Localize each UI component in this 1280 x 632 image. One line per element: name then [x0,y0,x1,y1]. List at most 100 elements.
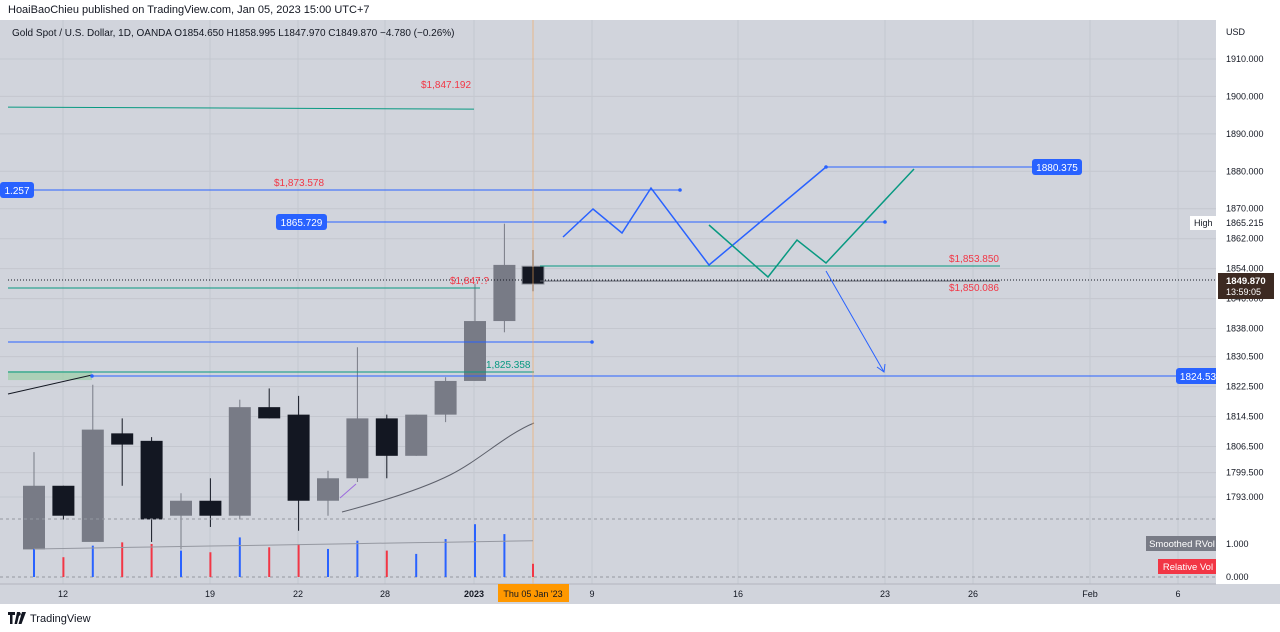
candle-body [111,433,134,445]
price-tick: 1806.500 [1226,441,1264,451]
label-1847: $1,847.192 [421,80,471,91]
anchor-dot [590,340,594,344]
candle-body [52,485,75,516]
projection-path-blue [562,166,827,267]
candle-body [81,429,104,542]
price-tick: 1822.500 [1226,382,1264,392]
candle-body [405,414,428,456]
price-tick: 1793.000 [1226,492,1264,502]
time-tick: 28 [380,589,390,599]
candle-body [493,264,516,322]
moving-average-line [341,422,535,513]
time-axis-bg [0,584,1280,604]
countdown: 13:59:05 [1226,287,1261,297]
anchor-dot [90,374,94,378]
candle-body [464,321,486,381]
publish-bar: HoaiBaoChieu published on TradingView.co… [0,0,1280,20]
label-1880-box [1032,159,1082,175]
candle-body [287,414,310,501]
label-1873-left-box [0,182,34,198]
label-1824-box [1176,368,1220,384]
high-label-box [1190,216,1218,230]
price-tick: 1862.000 [1226,234,1264,244]
label-1824: 1824.53 [1180,372,1217,383]
label-1880: 1880.375 [1036,163,1078,174]
time-tick: 6 [1175,589,1180,599]
time-tick: 26 [968,589,978,599]
high-value: 1865.215 [1226,218,1264,228]
trend-line [7,374,93,395]
high-label: High [1194,218,1213,228]
price-tick: 1880.000 [1226,166,1264,176]
price-tick: 1870.000 [1226,204,1264,214]
time-tick: 9 [589,589,594,599]
smoothed-rvol-line [33,540,534,550]
drawings-back [7,371,535,513]
label-1847b: $1,847.? [450,276,489,287]
label-1873: $1,873.578 [274,178,324,189]
currency-label: USD [1226,27,1246,37]
relvol-label: Relative Vol [1163,562,1213,573]
label-1850: $1,850.086 [949,283,999,294]
anchor-dot [883,220,887,224]
candle-body [140,440,163,520]
rvol-label: Smoothed RVol [1149,539,1215,550]
price-tick: 1910.000 [1226,54,1264,64]
candle-body [375,418,398,456]
price-axis[interactable]: USD 1910.000 1900.000 1890.000 1880.000 1870.… [1190,20,1280,604]
projection-arrow-down [825,270,885,373]
purple-line [339,483,357,499]
price-tick: 1900.000 [1226,91,1264,101]
time-tick: 2023 [464,589,484,599]
demand-zone [8,371,92,381]
price-tick: 1890.000 [1226,129,1264,139]
tradingview-logo-icon[interactable] [8,612,26,624]
time-tick: 12 [58,589,68,599]
time-tick: 16 [733,589,743,599]
candle-body [346,418,369,479]
grid-lines [0,20,1216,584]
last-price: 1849.870 [1226,276,1266,287]
publish-note: HoaiBaoChieu published on TradingView.co… [8,4,370,16]
last-price-box [1218,273,1274,299]
label-1873-left: 1.257 [4,186,29,197]
label-1865-box [276,214,327,230]
footer: TradingView [0,604,1280,632]
price-tick: 1854.000 [1226,264,1264,274]
projection-path-green [708,168,915,279]
level-line-1847 [7,106,475,110]
price-tick: 1838.000 [1226,324,1264,334]
time-tick: Feb [1082,589,1098,599]
time-tick: 19 [205,589,215,599]
price-tick: 1814.500 [1226,412,1264,422]
volume-indicator: Smoothed RVol Relative Vol [0,518,1218,578]
chart-legend: Gold Spot / U.S. Dollar, 1D, OANDA O1854… [12,28,455,39]
price-tick: 1799.500 [1226,468,1264,478]
candles-layer [23,223,545,550]
time-tick: 23 [880,589,890,599]
candle-body [317,478,339,501]
candle-body [23,485,45,550]
candle-body [258,407,281,419]
candle-body [199,500,222,516]
candle-body [228,407,251,516]
time-axis[interactable]: 12 19 22 28 2023 9 16 23 26 Feb 6 Thu 05 Jan '23 [0,583,1280,604]
arrow-head-icon [876,363,886,373]
indicator-tick: 0.000 [1226,572,1249,582]
label-1865: 1865.729 [281,218,323,229]
time-tick: 22 [293,589,303,599]
chart[interactable]: $1,847.192 $1,873.578 $1,853.850 $1,850.086… [0,20,1280,604]
indicator-tick: 1.000 [1226,539,1249,549]
footer-brand: TradingView [30,613,91,625]
candle-body [434,380,457,415]
candle-body [170,500,192,516]
price-axis-bg [1216,20,1280,604]
anchor-dot [678,188,682,192]
label-1853: $1,853.850 [949,254,999,265]
rvol-label-box [1146,536,1218,551]
label-1825: 1,825.358 [486,360,531,371]
drawings-front: $1,847.192 $1,873.578 $1,853.850 $1,850.086… [0,20,1220,604]
relvol-label-box [1158,559,1218,574]
price-tick: 1830.500 [1226,352,1264,362]
current-date-box [498,584,569,602]
